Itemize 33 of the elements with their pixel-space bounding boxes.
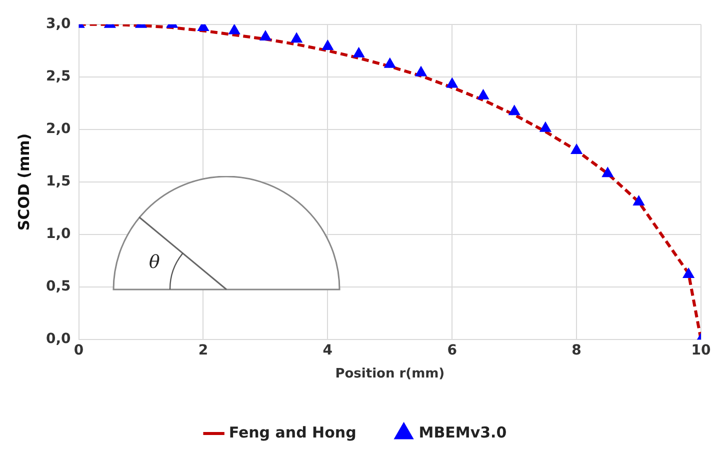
- y-tick-label: 3,0: [46, 16, 72, 32]
- point: [570, 144, 582, 154]
- x-tick-label: 2: [198, 342, 208, 359]
- x-tick-label: 6: [447, 342, 457, 359]
- point: [415, 66, 427, 76]
- y-tick-label: 2,5: [46, 68, 71, 85]
- x-axis-title: Position r(mm): [335, 366, 445, 382]
- point: [322, 40, 334, 50]
- x-tick-label: 8: [572, 342, 582, 359]
- point: [633, 195, 644, 206]
- annotation: θ: [149, 252, 160, 273]
- point: [260, 30, 272, 41]
- y-tick-label: 0,0: [46, 331, 72, 348]
- point: [540, 122, 552, 132]
- x-tick-label: 10: [691, 342, 711, 359]
- y-tick-label: 0,5: [46, 278, 71, 295]
- x-tick-label: 4: [322, 342, 333, 359]
- y-tick-label: 1,5: [46, 174, 71, 190]
- point: [602, 167, 614, 178]
- y-tick-label: 1,0: [46, 226, 72, 242]
- point: [508, 105, 520, 116]
- legend-label: MBEMv3.0: [418, 423, 507, 442]
- point: [446, 78, 458, 88]
- y-tick-label: 2,0: [46, 121, 72, 138]
- y-axis-title: SCOD (mm): [14, 133, 33, 231]
- point: [682, 268, 694, 278]
- point: [478, 89, 489, 100]
- point: [353, 47, 364, 58]
- legend-label: Feng and Hong: [228, 423, 356, 442]
- point: [228, 24, 240, 34]
- point: [384, 58, 396, 68]
- x-tick-label: 0: [74, 342, 84, 359]
- point: [290, 32, 302, 43]
